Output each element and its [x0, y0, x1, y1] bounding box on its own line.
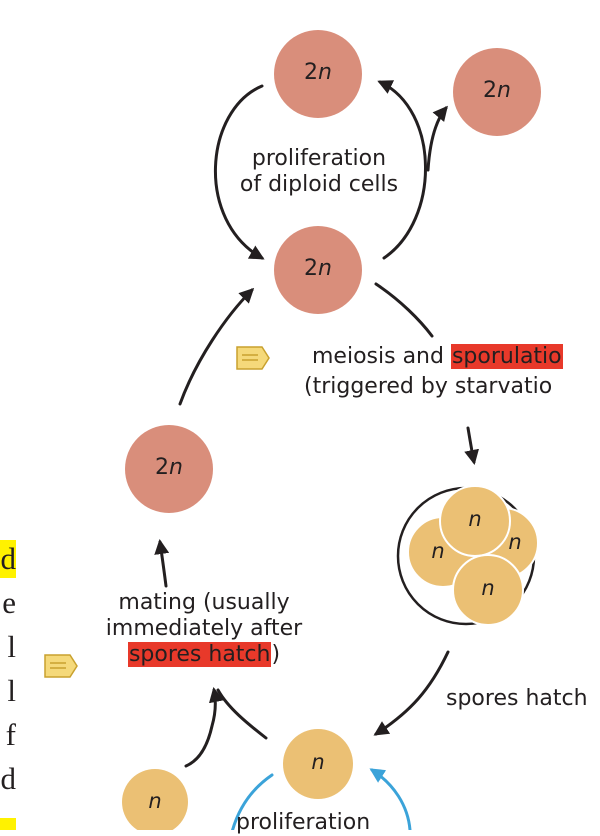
sticky-note-icon[interactable] [44, 654, 78, 678]
arrow-mating-to-diploid [154, 539, 170, 588]
side-text-glyph-6: d [0, 761, 17, 796]
spore-bottom [452, 554, 524, 626]
cell-label-2n-daughter: 2n [483, 78, 511, 103]
cell-label-2n-middle: 2n [304, 256, 332, 281]
triggered-label: (triggered by starvatio [304, 374, 553, 399]
mating-line1: mating (usually [118, 590, 290, 615]
spore-label-left: n [431, 539, 445, 563]
spore-label-bottom: n [481, 576, 495, 600]
arrow-top-right-loop [377, 80, 427, 260]
mating-line2: immediately after [105, 616, 303, 641]
arrow-to-daughter-cell [426, 105, 448, 172]
proliferation-diploid-line2: of diploid cells [239, 172, 399, 197]
mating-label: mating (usually immediately after spores… [84, 590, 324, 668]
cell-label-2n-top: 2n [304, 60, 332, 85]
diploid-cell-middle [274, 226, 362, 314]
side-text-glyph-1: d [0, 540, 16, 578]
haploid-cell-left [122, 769, 188, 830]
side-text-highlight-fragment [0, 818, 16, 830]
haploid-cell-center [283, 729, 353, 799]
spores-hatch-label: spores hatch [446, 686, 588, 711]
meiosis-text: meiosis and [312, 344, 451, 369]
arrow-diploid-up [178, 287, 255, 406]
diploid-cell-left [125, 425, 213, 513]
diploid-cell-top [274, 30, 362, 118]
arrow-haploid-cycle-right [369, 768, 412, 830]
spore-top [439, 485, 511, 557]
mating-line3: spores hatch) [127, 642, 281, 667]
side-text-glyph-2: e [2, 585, 16, 620]
side-text-glyph-4: l [7, 673, 16, 708]
arrow-haploid-left-up [184, 687, 224, 768]
arrow-top-left-loop [214, 84, 265, 260]
meiosis-label: meiosis and sporulatio [312, 344, 563, 370]
haploid-label-left: n [148, 789, 162, 813]
sporulation-highlight: sporulatio [450, 344, 563, 369]
haploid-label-center: n [311, 750, 325, 774]
proliferation-diploid-label: proliferation of diploid cells [214, 146, 424, 198]
arrow-to-meiosis [374, 282, 434, 338]
spore-label-top: n [468, 507, 482, 531]
proliferation-haploid-label: proliferation [236, 810, 371, 835]
sticky-note-icon[interactable] [236, 346, 270, 370]
diploid-cell-daughter [453, 48, 541, 136]
spores-hatch-highlight: spores hatch [127, 642, 272, 667]
arrow-haploid-cycle-left [231, 773, 274, 830]
arrow-haploid-to-mating [216, 688, 268, 740]
arrow-spores-hatch [373, 650, 450, 736]
spore-label-right: n [508, 530, 522, 554]
side-text-glyph-5: f [5, 717, 16, 752]
cell-label-2n-left: 2n [155, 455, 183, 480]
arrow-to-ascus [464, 426, 480, 465]
side-text-glyph-3: l [7, 629, 16, 664]
proliferation-diploid-line1: proliferation [251, 146, 387, 171]
